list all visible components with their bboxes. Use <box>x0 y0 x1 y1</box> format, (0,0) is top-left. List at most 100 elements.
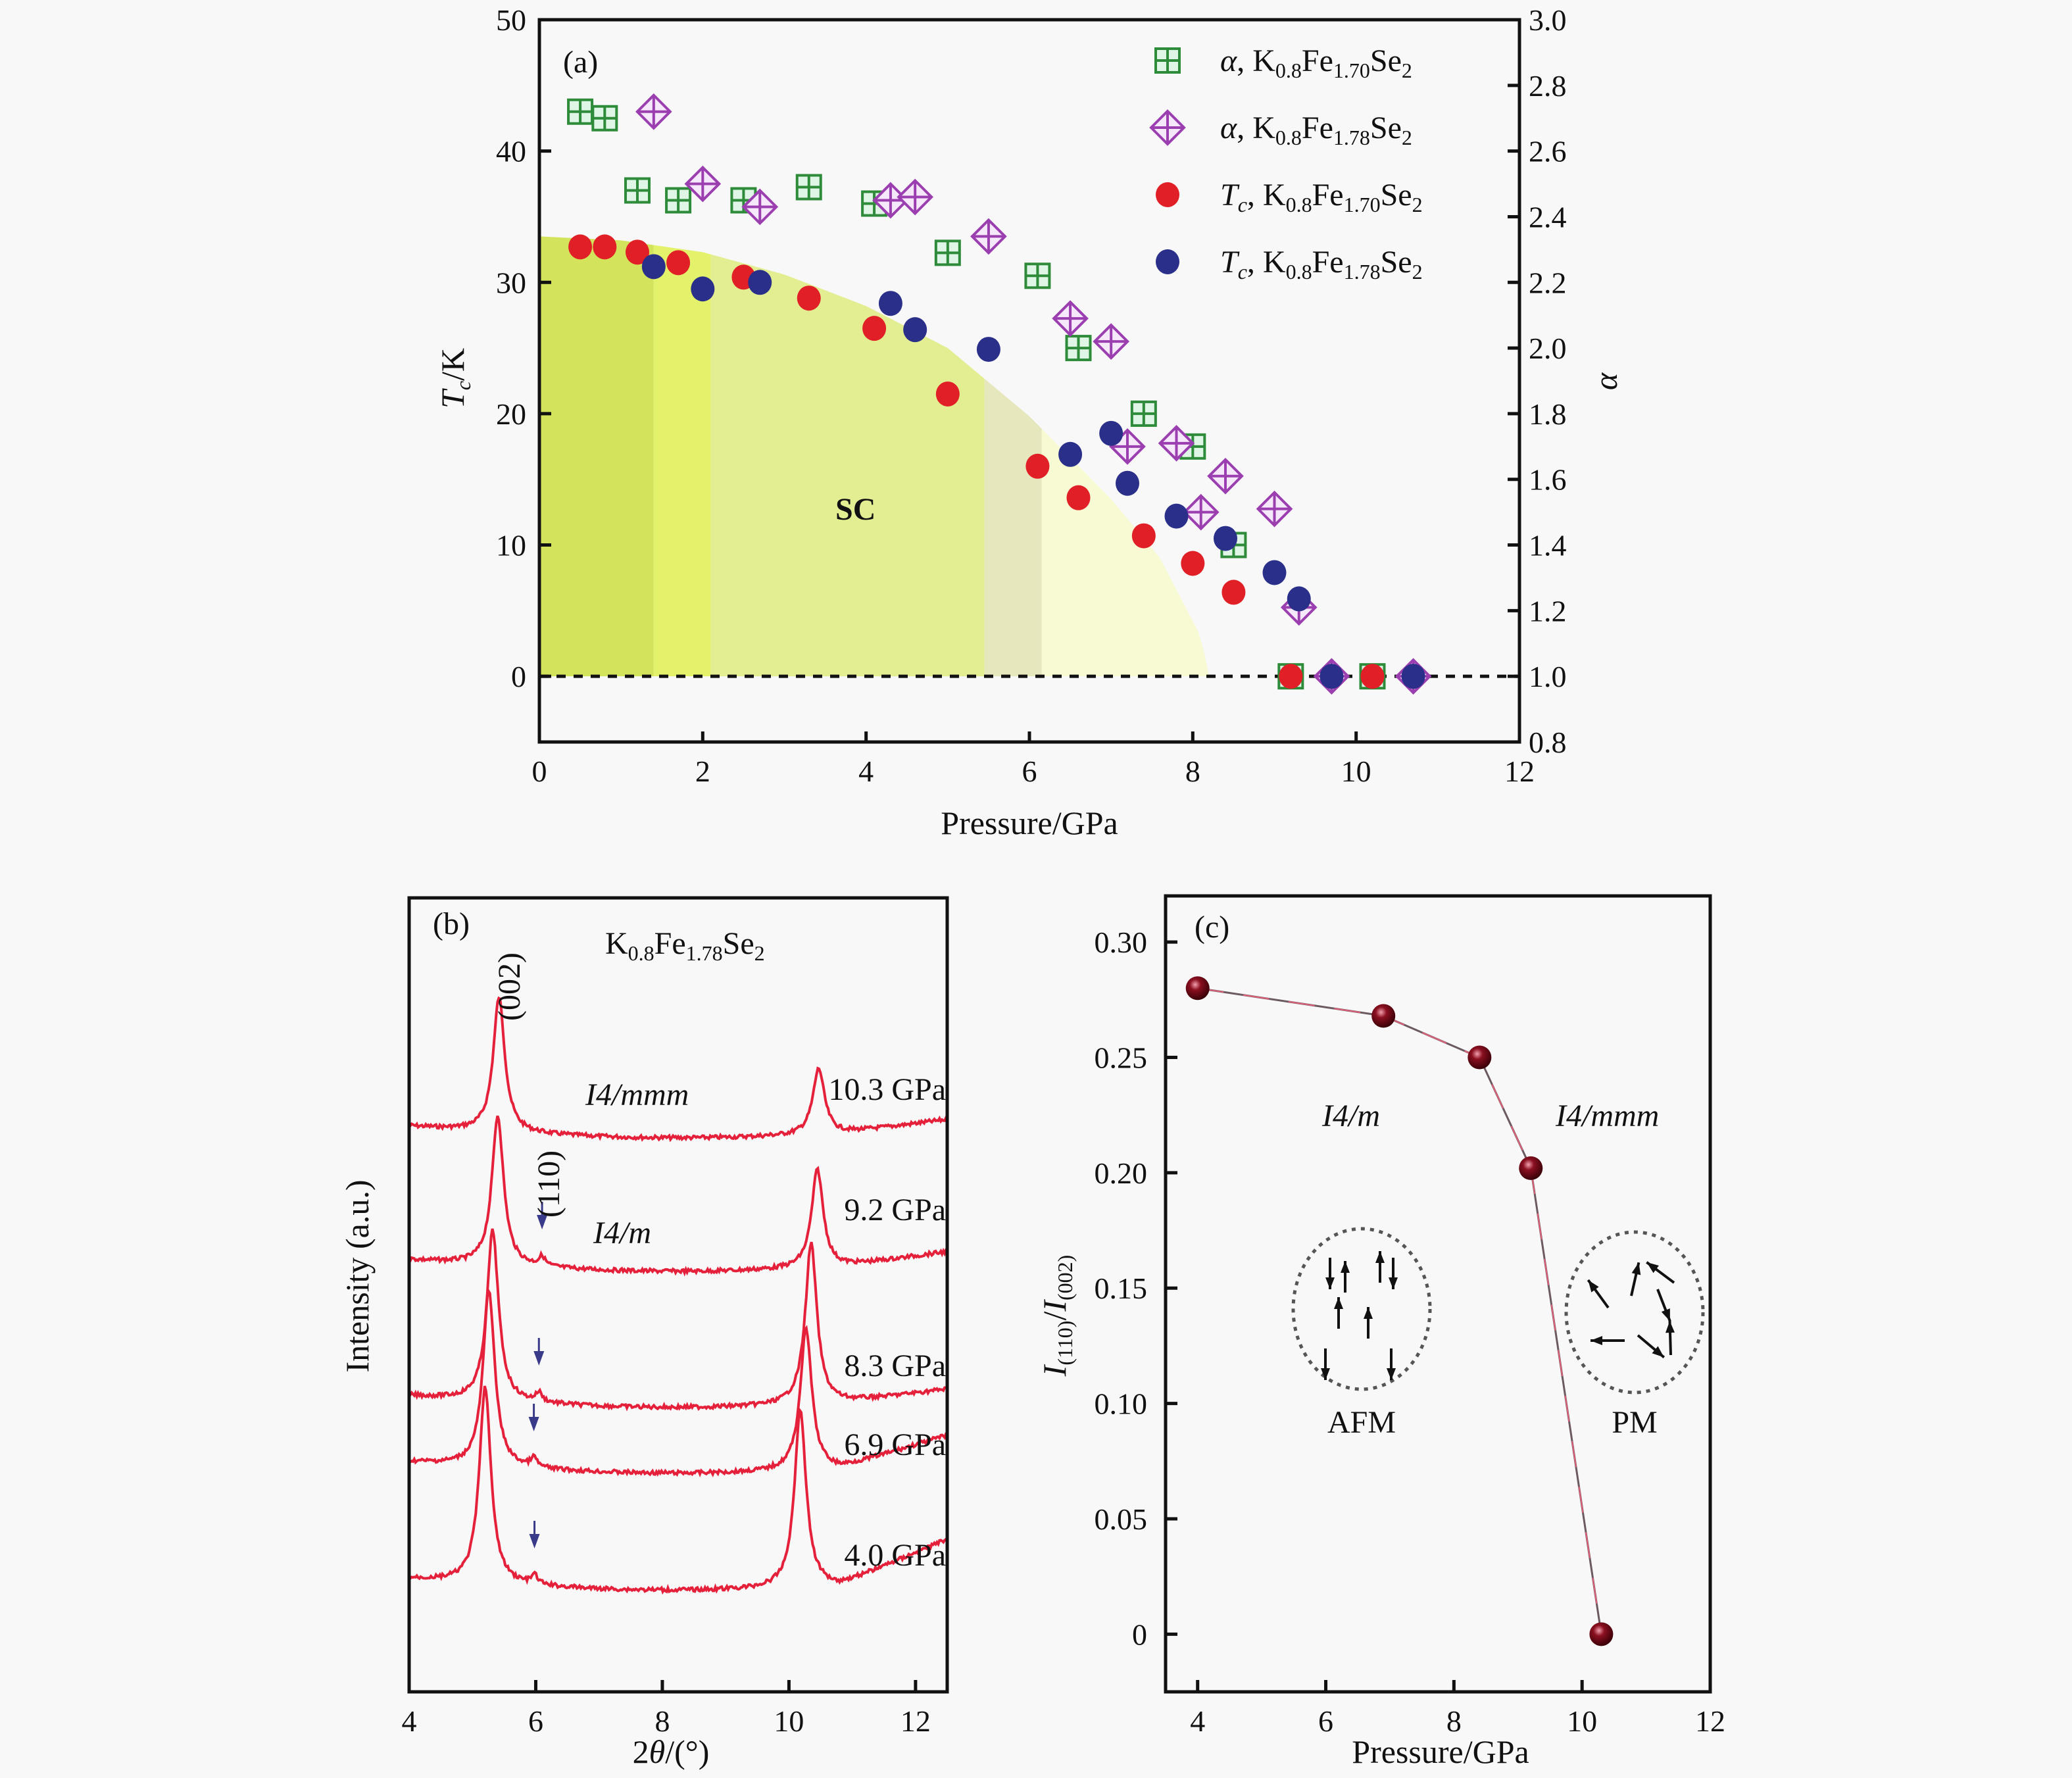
data-line <box>1197 987 1602 1635</box>
afm-spin-arrow-head <box>1387 1368 1396 1380</box>
panel-b: 4 6 8 10 12 10.3 GPa 9.2 GPa 8.3 GPa 6.9 GPa 4.0… <box>339 896 949 1770</box>
data-point <box>878 291 902 316</box>
x-tick-label: 4 <box>858 754 874 788</box>
y-tick-label: 20 <box>496 397 526 431</box>
y-tick-label: 50 <box>496 3 526 37</box>
x-tick-label: 6 <box>528 1704 543 1738</box>
legend-label-part: 0.8 <box>1286 260 1312 284</box>
phase-label-i4m: I4/m <box>593 1216 651 1250</box>
data-point <box>1116 470 1139 496</box>
data-point <box>1371 1004 1396 1028</box>
y-axis-title-main: T <box>434 388 471 408</box>
y-tick-label: 0.20 <box>1095 1156 1148 1190</box>
data-point <box>1589 1622 1614 1646</box>
legend-label-part: Se <box>1381 178 1412 212</box>
legend-label-part: Fe <box>1312 178 1344 212</box>
data-point <box>1099 420 1123 446</box>
sc-band-0 <box>539 236 654 677</box>
x-tick-label: 8 <box>1185 754 1200 788</box>
legend-label-part: K <box>1263 245 1286 280</box>
panel-label: (c) <box>1195 910 1229 945</box>
connecting-line <box>1197 987 1602 1635</box>
pm-spin-arrow-head <box>1631 1262 1641 1275</box>
y2-tick-label: 0.8 <box>1529 726 1567 759</box>
data-point <box>1519 1156 1543 1180</box>
y-tick-label: 0 <box>511 660 526 693</box>
data-point <box>626 239 649 265</box>
x-tick-label: 4 <box>402 1704 417 1738</box>
data-point <box>1360 664 1385 689</box>
sc-dome-region <box>539 236 1210 677</box>
legend-marker <box>1156 249 1179 274</box>
legend-label-part: K <box>1252 43 1275 78</box>
data-point <box>903 317 927 343</box>
legend-label-part: 2 <box>1412 260 1423 284</box>
y2-tick-label: 1.2 <box>1529 594 1567 628</box>
legend-label-part: Se <box>1381 245 1412 280</box>
legend-label-part: 0.8 <box>1275 59 1302 82</box>
y-axis-title-sub: c <box>451 381 475 390</box>
data-point <box>1181 551 1205 576</box>
legend-label: Tc, K0.8Fe1.70Se2 <box>1220 178 1423 216</box>
legend-label-part: , <box>1247 245 1263 280</box>
y2-axis-ticks: 0.8 1.0 1.2 1.4 1.6 1.8 2.0 2.2 2.4 2.6 2.8 3.0 <box>1508 3 1567 759</box>
title-k: K <box>605 926 628 961</box>
title-k-sub: 0.8 <box>628 941 654 965</box>
x-tick-label: 12 <box>1504 754 1535 788</box>
panel-label: (a) <box>563 45 598 80</box>
y2-axis-title: α <box>1587 372 1624 390</box>
pm-circle <box>1564 1230 1705 1395</box>
pm-spin-arrow-head <box>1591 1336 1602 1345</box>
legend-label-part: Fe <box>1302 111 1333 145</box>
series-3 <box>641 254 1425 689</box>
xrd-curve <box>408 1228 948 1412</box>
x-tick-label: 6 <box>1318 1704 1333 1738</box>
phase-label-i4m: I4/m <box>1321 1099 1380 1133</box>
data-point <box>1279 664 1303 689</box>
legend-label-part: Se <box>1370 43 1402 78</box>
pressure-label: 6.9 GPa <box>844 1427 946 1462</box>
sc-band-1 <box>653 245 711 677</box>
y-tick-label: 40 <box>496 135 526 168</box>
legend-label-part: 2 <box>1402 126 1412 149</box>
y2-tick-label: 3.0 <box>1529 3 1567 37</box>
legend-label-part: T <box>1220 178 1240 212</box>
afm-spin-arrow-head <box>1375 1251 1385 1263</box>
title-fe: Fe <box>654 926 686 961</box>
x-tick-label: 6 <box>1022 754 1037 788</box>
x-tick-label: 0 <box>532 754 547 788</box>
data-point <box>568 234 593 260</box>
legend-label-part: 2 <box>1402 59 1412 82</box>
data-points <box>567 93 1432 695</box>
y-tick-label: 10 <box>496 529 526 562</box>
sc-band-2 <box>710 254 985 677</box>
panel-a: 0 2 4 6 8 10 12 0 10 20 30 40 50 0.8 1.0 1.2 1.4 1.6 1.8… <box>434 3 1624 841</box>
x-tick-label: 8 <box>654 1704 670 1738</box>
y-tick-label: 0.10 <box>1095 1387 1148 1421</box>
data-point <box>1320 664 1344 689</box>
afm-spin-arrow-head <box>1321 1368 1330 1380</box>
peak-label-110: (110) <box>531 1150 566 1218</box>
curve-labels: 10.3 GPa 9.2 GPa 8.3 GPa 6.9 GPa 4.0 GPa <box>528 1072 946 1573</box>
legend-label-part: c <box>1238 260 1247 284</box>
data-point <box>935 381 960 407</box>
phase-label-i4mmm: I4/mmm <box>1555 1099 1659 1133</box>
data-point <box>666 250 691 276</box>
pm-spin-arrow-head <box>1646 1262 1659 1273</box>
legend-label-part: α <box>1220 111 1237 145</box>
y2-tick-label: 2.6 <box>1529 135 1567 168</box>
data-point <box>797 285 821 311</box>
legend-label: α, K0.8Fe1.78Se2 <box>1220 111 1412 149</box>
pm-spin-arrow-head <box>1661 1308 1670 1321</box>
afm-spin-arrow-head <box>1389 1277 1398 1289</box>
pressure-label: 4.0 GPa <box>844 1538 946 1573</box>
y2-tick-label: 1.8 <box>1529 397 1567 431</box>
x-axis-ticks: 4 6 8 10 12 <box>402 1680 931 1738</box>
xrd-curve <box>408 1385 948 1595</box>
sc-band-3 <box>984 378 1042 677</box>
x-tick-label: 10 <box>1567 1704 1597 1738</box>
x-axis-ticks: 0 2 4 6 8 10 12 <box>532 731 1535 788</box>
y-axis-title: Tc/K <box>434 348 475 408</box>
pm-spin-arrow-head <box>1652 1346 1664 1358</box>
